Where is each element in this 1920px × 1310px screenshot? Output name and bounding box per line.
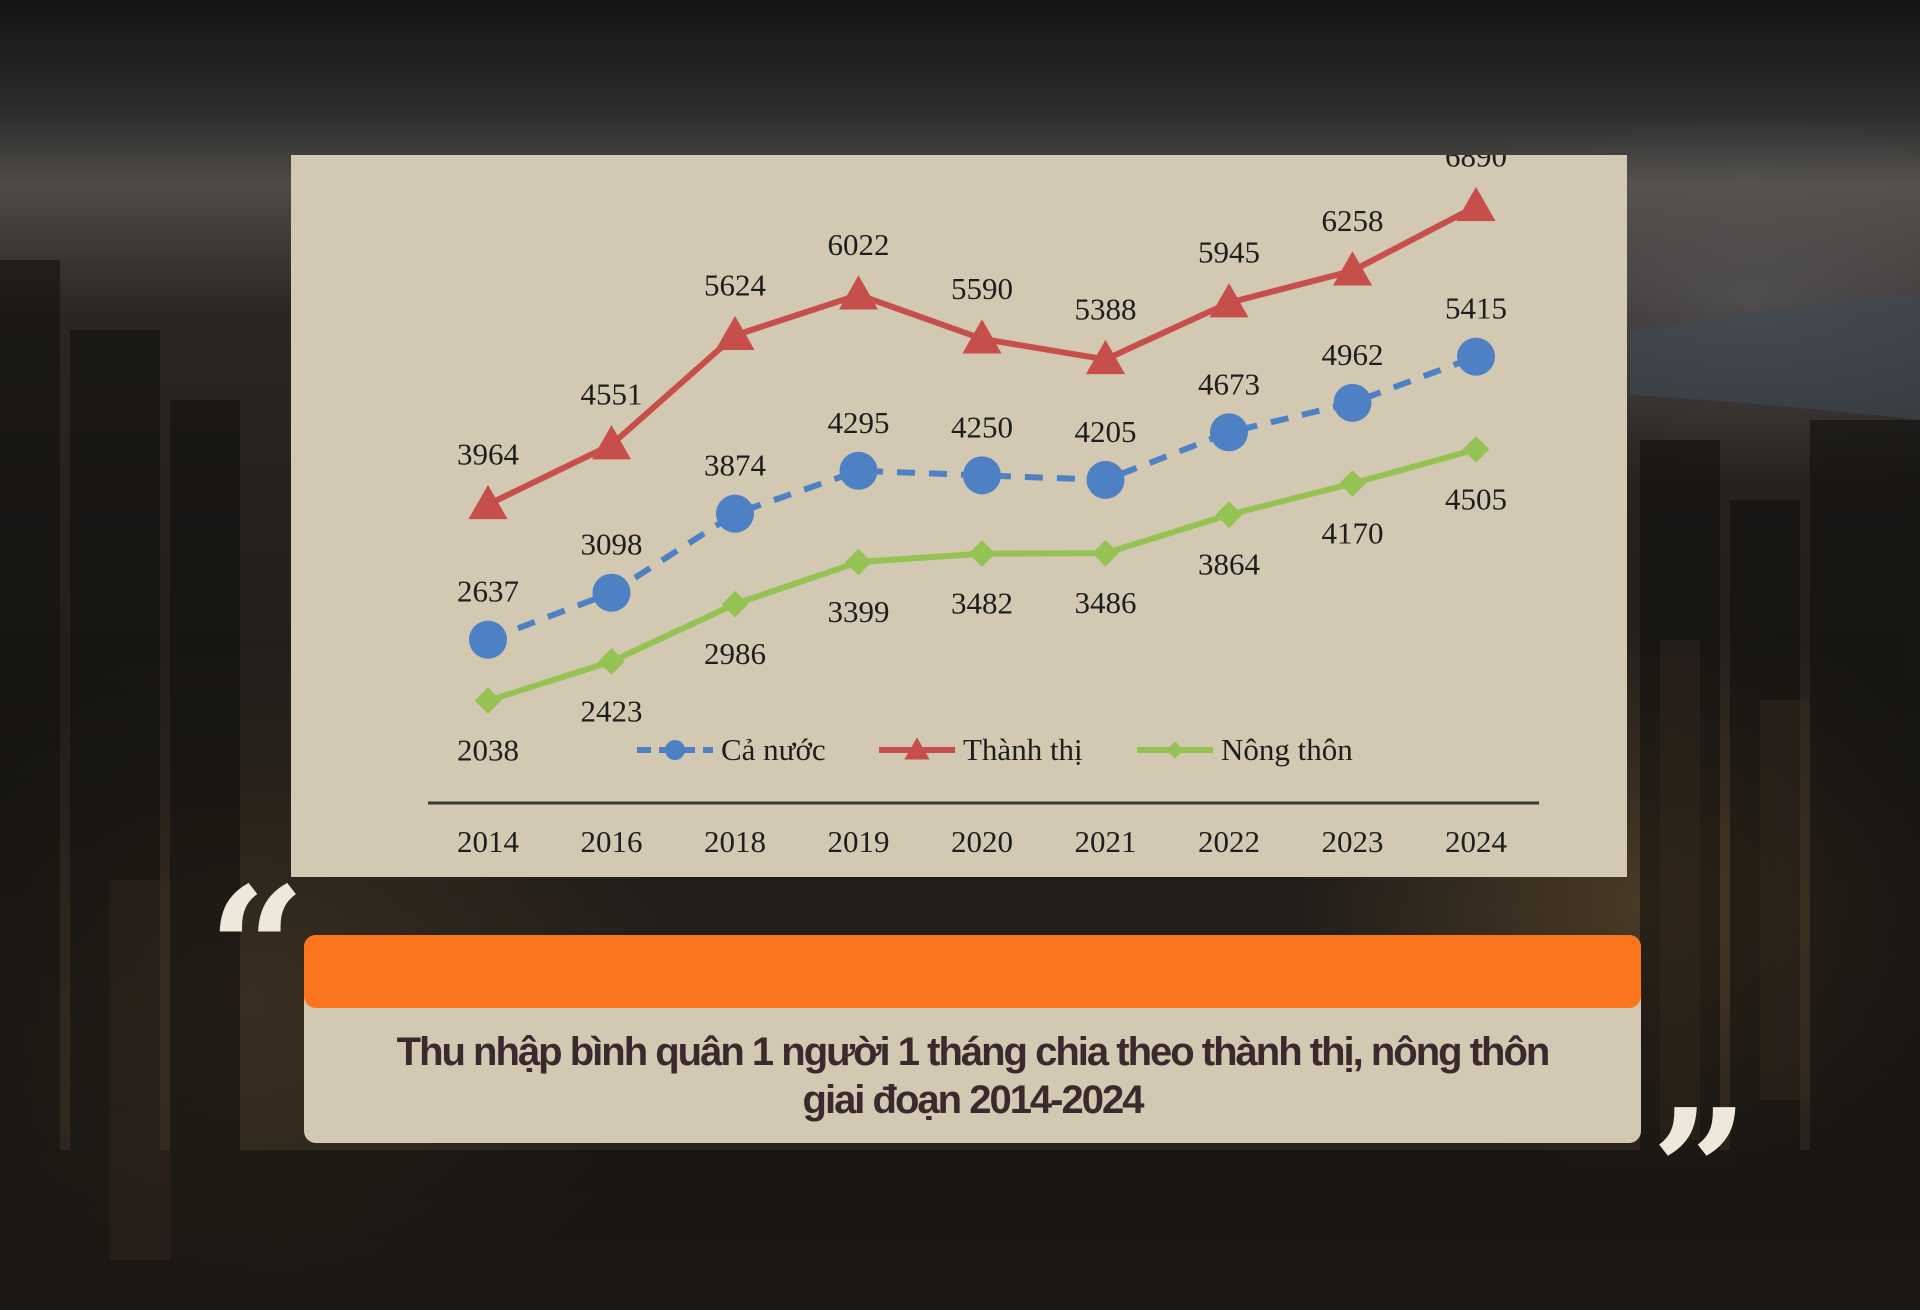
series-line-0: [486, 353, 1478, 643]
legend: Cả nước Thành thị Nông thôn: [637, 732, 1353, 767]
chart-panel: 2637 3098 3874 4295 4250 4205 4673 4962 5415 3964…: [291, 155, 1627, 877]
data-point: [962, 319, 1002, 354]
x-tick-label: 2023: [1322, 824, 1384, 859]
data-point: [598, 648, 625, 675]
data-label: 2986: [704, 636, 766, 671]
data-label: 4250: [951, 409, 1013, 444]
data-label: 5945: [1198, 235, 1260, 270]
legend-label: Nông thôn: [1221, 732, 1353, 767]
data-label: 4295: [828, 405, 890, 440]
data-point: [1209, 283, 1249, 318]
data-point: [968, 540, 996, 567]
line-chart: 2637 3098 3874 4295 4250 4205 4673 4962 5415 3964…: [428, 155, 1539, 859]
data-point: [838, 275, 879, 310]
legend-marker: [665, 740, 685, 760]
data-label: 3486: [1075, 585, 1137, 620]
data-point: [1333, 383, 1372, 422]
data-point: [1092, 539, 1119, 567]
data-point: [1462, 436, 1490, 463]
data-point: [1215, 501, 1243, 528]
data-label: 6022: [828, 227, 890, 262]
x-tick-label: 2022: [1198, 824, 1260, 859]
data-label: 4170: [1322, 516, 1384, 551]
data-point: [474, 687, 502, 714]
x-tick-label: 2014: [457, 824, 520, 859]
data-label: 4551: [581, 377, 643, 412]
data-point: [1086, 460, 1125, 499]
legend-label: Cả nước: [721, 732, 826, 767]
data-label: 5415: [1445, 291, 1507, 326]
data-labels: 2637 3098 3874 4295 4250 4205 4673 4962 5415 3964…: [457, 155, 1507, 768]
data-point: [469, 620, 507, 659]
data-label: 3482: [951, 586, 1013, 621]
legend-label: Thành thị: [963, 732, 1083, 767]
data-point: [1456, 186, 1496, 222]
data-point: [591, 425, 632, 460]
legend-item: Cả nước: [637, 732, 826, 767]
data-point: [1085, 339, 1126, 375]
legend-marker: [904, 737, 930, 760]
data-label: 2637: [457, 574, 519, 609]
x-tick-label: 2016: [581, 824, 643, 859]
legend-marker: [1166, 741, 1184, 759]
legend-item: Thành thị: [879, 732, 1083, 767]
data-label: 2423: [581, 693, 643, 728]
x-tick-label: 2019: [828, 824, 890, 859]
caption-accent-bar: [304, 935, 1641, 1008]
data-label: 3098: [581, 527, 643, 562]
data-point: [716, 494, 754, 533]
data-point: [839, 451, 878, 490]
caption-box: Thu nhập bình quân 1 người 1 tháng chia …: [304, 935, 1641, 1143]
close-quote-mark: ”: [1651, 1072, 1749, 1272]
data-point: [1339, 470, 1366, 497]
data-label: 3399: [828, 594, 890, 629]
data-point: [721, 590, 749, 618]
data-point: [1457, 337, 1495, 376]
data-point: [715, 315, 755, 351]
data-label: 3874: [704, 448, 767, 483]
chart-caption: Thu nhập bình quân 1 người 1 tháng chia …: [324, 1028, 1621, 1124]
data-label: 6258: [1322, 203, 1384, 238]
data-point: [468, 484, 508, 520]
data-point: [845, 548, 872, 576]
data-label: 4962: [1322, 337, 1384, 372]
data-label: 5624: [704, 267, 767, 302]
data-point: [592, 573, 631, 612]
legend-item: Nông thôn: [1137, 732, 1353, 767]
data-label: 4205: [1075, 414, 1137, 449]
data-label: 2038: [457, 733, 519, 768]
data-point: [1332, 251, 1373, 286]
x-tick-label: 2024: [1445, 824, 1508, 859]
data-label: 5590: [951, 271, 1013, 306]
x-tick-label: 2018: [704, 824, 766, 859]
data-point: [963, 456, 1001, 495]
open-quote-mark: “: [208, 850, 306, 1050]
caption-line-1: Thu nhập bình quân 1 người 1 tháng chia …: [396, 1030, 1551, 1074]
x-tick-label: 2021: [1075, 824, 1137, 859]
data-label: 5388: [1075, 291, 1137, 326]
data-label: 3864: [1198, 547, 1261, 582]
data-label: 4505: [1445, 481, 1507, 516]
x-tick-label: 2020: [951, 824, 1013, 859]
data-label: 3964: [457, 436, 520, 471]
data-point: [1210, 413, 1248, 452]
data-label: 6890: [1445, 155, 1507, 173]
series-markers: [468, 186, 1496, 714]
x-tick-labels: 2014 2016 2018 2019 2020 2021 2022 2023 2024: [457, 824, 1508, 859]
data-label: 4673: [1198, 366, 1260, 401]
caption-line-2: giai đoạn 2014-2024: [802, 1078, 1145, 1122]
